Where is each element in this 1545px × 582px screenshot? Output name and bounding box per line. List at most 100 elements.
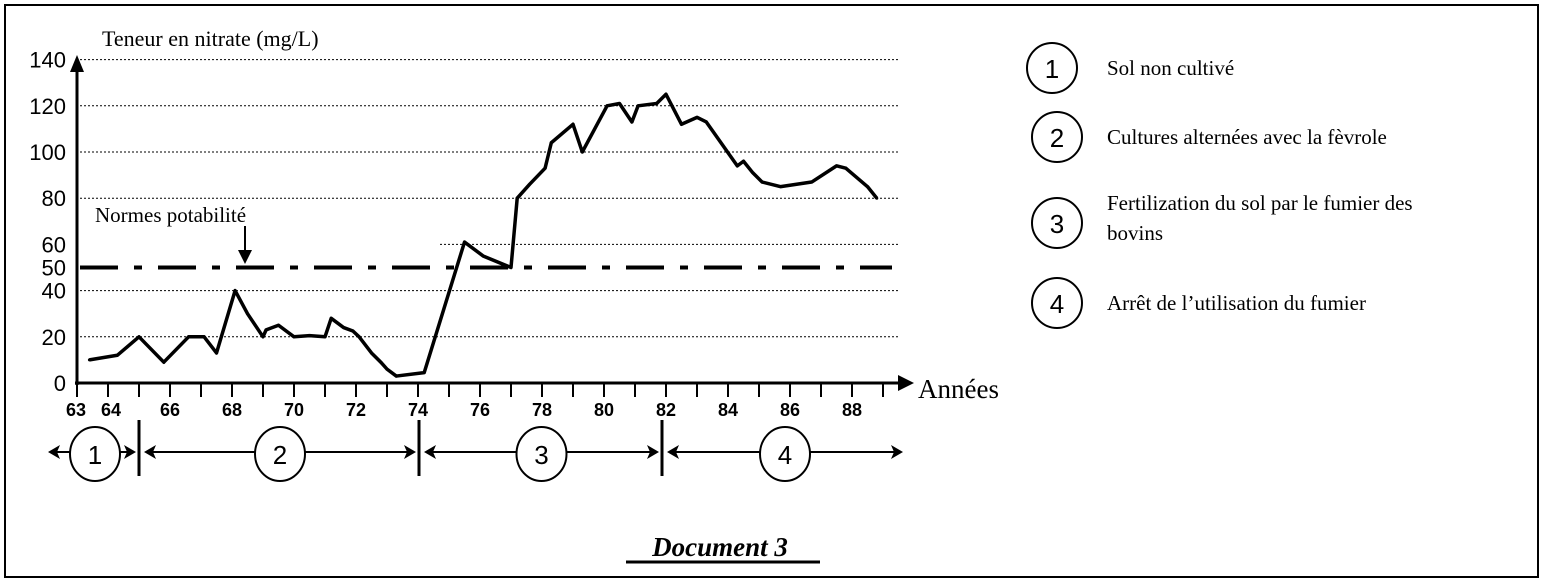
data-point bbox=[735, 164, 739, 168]
y-axis-arrowhead-icon bbox=[70, 55, 84, 72]
x-tick-label: 64 bbox=[101, 400, 121, 420]
data-point bbox=[385, 367, 389, 371]
data-point bbox=[342, 326, 346, 330]
legend-number: 4 bbox=[1050, 289, 1064, 319]
data-point bbox=[571, 122, 575, 126]
data-point bbox=[636, 104, 640, 108]
data-point bbox=[329, 316, 333, 320]
period-3: 3 bbox=[424, 426, 659, 482]
data-point bbox=[664, 92, 668, 96]
y-tick-label: 40 bbox=[42, 279, 66, 304]
x-tick-label: 72 bbox=[346, 400, 366, 420]
series-line-nitrate bbox=[89, 92, 879, 378]
period-number: 4 bbox=[778, 440, 792, 470]
legend-text: Sol non cultivé bbox=[1107, 56, 1234, 80]
arrow-left-icon bbox=[424, 445, 436, 459]
arrow-left-icon bbox=[48, 445, 60, 459]
data-point bbox=[481, 254, 485, 258]
y-tick-label: 140 bbox=[29, 48, 66, 73]
arrow-right-icon bbox=[124, 445, 136, 459]
arrow-right-icon bbox=[647, 445, 659, 459]
data-point bbox=[515, 196, 519, 200]
legend-number-circle bbox=[1031, 111, 1083, 163]
legend-number: 2 bbox=[1050, 123, 1064, 153]
arrow-left-icon bbox=[144, 445, 156, 459]
data-point bbox=[187, 335, 191, 339]
y-tick-label: 50 bbox=[42, 256, 66, 281]
data-point bbox=[463, 240, 466, 244]
y-tick-label: 0 bbox=[54, 371, 66, 396]
y-axis-title: Teneur en nitrate (mg/L) bbox=[102, 26, 319, 51]
arrow-left-icon bbox=[667, 445, 679, 459]
data-points bbox=[87, 92, 879, 378]
period-number-circle bbox=[254, 426, 306, 482]
data-point bbox=[810, 180, 814, 184]
document-caption: Document 3 bbox=[651, 532, 788, 562]
legend-number: 3 bbox=[1050, 209, 1064, 239]
period-1: 1 bbox=[48, 426, 136, 482]
threshold-label: Normes potabilité bbox=[95, 203, 246, 227]
data-point bbox=[742, 159, 745, 163]
legend-text: Fertilization du sol par le fumier des bbox=[1107, 191, 1413, 215]
data-point bbox=[87, 358, 91, 362]
data-point bbox=[379, 360, 383, 364]
data-point bbox=[370, 351, 373, 355]
data-point bbox=[866, 185, 869, 189]
y-tick-label: 20 bbox=[42, 325, 66, 350]
legend-item-2: 2 Cultures alternées avec la fèvrole bbox=[1031, 111, 1387, 163]
y-tick-label: 60 bbox=[42, 232, 66, 257]
legend-number-circle bbox=[1031, 277, 1083, 329]
data-point bbox=[835, 164, 838, 168]
legend-number: 1 bbox=[1045, 54, 1059, 84]
x-tick-label: 76 bbox=[470, 400, 490, 420]
data-point bbox=[308, 334, 311, 338]
period-number: 3 bbox=[534, 440, 548, 470]
data-point bbox=[580, 150, 584, 154]
x-axis-arrowhead-icon bbox=[898, 375, 914, 391]
data-point bbox=[162, 360, 166, 364]
period-number-circle bbox=[69, 426, 121, 482]
data-point bbox=[760, 180, 764, 184]
data-point bbox=[357, 335, 361, 339]
data-point bbox=[630, 120, 634, 124]
legend-text: Cultures alternées avec la fèvrole bbox=[1107, 125, 1387, 149]
x-tick-label: 68 bbox=[222, 400, 242, 420]
data-point bbox=[875, 196, 879, 200]
period-2: 2 bbox=[144, 426, 416, 482]
data-point bbox=[605, 104, 609, 108]
data-point bbox=[844, 166, 848, 170]
data-point bbox=[680, 122, 683, 126]
data-point bbox=[655, 101, 659, 105]
x-tick-label: 80 bbox=[594, 400, 614, 420]
x-tick-label: 74 bbox=[408, 400, 428, 420]
legend-text-line2: bovins bbox=[1107, 221, 1163, 245]
period-number-circle bbox=[759, 426, 811, 482]
data-point bbox=[543, 166, 547, 170]
x-tick-label: 63 bbox=[66, 400, 86, 420]
legend: 1 Sol non cultivé 2 Cultures alternées avec… bbox=[1026, 42, 1413, 329]
data-point bbox=[394, 374, 398, 378]
y-tick-label: 80 bbox=[42, 186, 66, 211]
legend-item-3: 3 Fertilization du sol par le fumier des b… bbox=[1031, 191, 1413, 249]
data-point bbox=[704, 120, 708, 124]
period-number-circle bbox=[515, 426, 568, 482]
legend-number-circle bbox=[1031, 197, 1083, 249]
arrow-right-icon bbox=[891, 445, 903, 459]
x-tick-label: 66 bbox=[160, 400, 180, 420]
data-point bbox=[277, 323, 280, 327]
period-4: 4 bbox=[667, 426, 903, 482]
x-tick-label: 86 bbox=[780, 400, 800, 420]
x-tick-label: 84 bbox=[718, 400, 738, 420]
data-point bbox=[261, 335, 265, 339]
arrow-right-icon bbox=[404, 445, 416, 459]
threshold-arrowhead-icon bbox=[238, 250, 252, 264]
data-point bbox=[528, 182, 532, 186]
legend-item-4: 4 Arrêt de l’utilisation du fumier bbox=[1031, 277, 1366, 329]
x-tick-label: 70 bbox=[284, 400, 304, 420]
legend-item-1: 1 Sol non cultivé bbox=[1026, 42, 1234, 94]
period-number: 1 bbox=[88, 440, 102, 470]
data-point bbox=[751, 171, 755, 175]
data-point bbox=[422, 371, 426, 375]
data-point bbox=[215, 351, 218, 355]
